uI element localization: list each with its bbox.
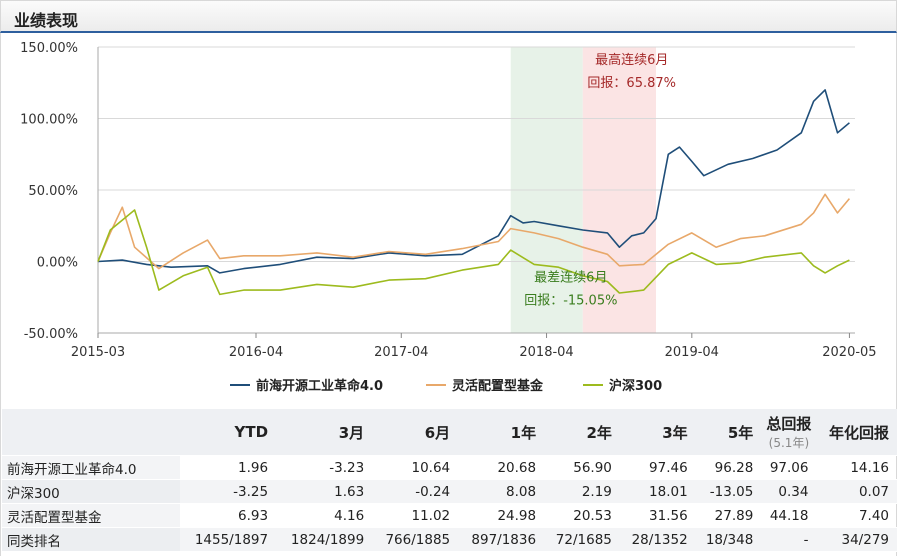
table-cell: 96.28 <box>695 455 762 480</box>
table-cell: 1455/1897 <box>180 527 277 552</box>
table-cell: 31.56 <box>619 503 696 528</box>
chart-legend: 前海开源工业革命4.0 灵活配置型基金 沪深300 <box>230 378 662 394</box>
x-axis-ticks: 2015-03 2016-04 2017-04 2018-04 2019-04 2020-… <box>71 333 877 360</box>
series-line <box>97 193 851 270</box>
y-tick-label: 150.00% <box>20 41 78 56</box>
table-row-name: 同类排名 <box>2 527 180 552</box>
series-line <box>97 209 850 296</box>
legend-label: 前海开源工业革命4.0 <box>256 378 383 394</box>
table-header-6m: 6月 <box>372 409 459 456</box>
table-header-1y: 1年 <box>458 409 545 456</box>
x-tick-label: 2015-03 <box>71 345 125 360</box>
y-tick-label: 0.00% <box>37 256 78 271</box>
table-cell: -3.25 <box>180 479 277 504</box>
x-tick-label: 2020-05 <box>822 345 876 360</box>
total-label: 总回报 <box>766 415 812 433</box>
y-axis-ticks: 150.00% 100.00% 50.00% 0.00% -50.00% <box>20 41 78 342</box>
table-cell: 20.68 <box>458 455 545 480</box>
table-cell: 1.63 <box>276 479 373 504</box>
table-cell: 20.53 <box>544 503 620 528</box>
x-tick-label: 2018-04 <box>519 345 573 360</box>
table-cell: 34/279 <box>816 527 897 552</box>
table-header-annualized: 年化回报 <box>816 409 897 456</box>
section-title: 业绩表现 <box>14 11 79 30</box>
table-row: 灵活配置型基金 6.93 4.16 11.02 24.98 20.53 31.56 27.89… <box>2 503 897 528</box>
table-cell: 897/1836 <box>458 527 545 552</box>
table-cell: 18.01 <box>619 479 696 504</box>
table-cell: 766/1885 <box>372 527 459 552</box>
y-tick-label: 100.00% <box>20 113 78 128</box>
legend-label: 沪深300 <box>609 378 662 394</box>
table-cell: 97.06 <box>761 455 817 480</box>
chart-frame <box>0 33 897 556</box>
table-header-row: YTD 3月 6月 1年 2年 3年 5年 总回报 (5.1年) 年化回报 <box>2 409 897 456</box>
table-row: 沪深300 -3.25 1.63 -0.24 8.08 2.19 18.01 -13.05 0.… <box>2 479 897 504</box>
table-cell: 18/348 <box>695 527 762 552</box>
x-tick-label: 2016-04 <box>229 345 283 360</box>
table-cell: 27.89 <box>695 503 762 528</box>
section-header: 业绩表现 <box>0 0 897 33</box>
table-row-name: 沪深300 <box>2 479 180 504</box>
table-header-2y: 2年 <box>544 409 620 456</box>
table-cell: 0.34 <box>761 479 817 504</box>
table-cell: 97.46 <box>619 455 696 480</box>
table-cell: 0.07 <box>816 479 897 504</box>
table-cell: - <box>761 527 817 552</box>
table-cell: 4.16 <box>276 503 373 528</box>
table-header-3m: 3月 <box>276 409 373 456</box>
series-line <box>97 89 850 274</box>
table-cell: 14.16 <box>816 455 897 480</box>
table-header-3y: 3年 <box>619 409 696 456</box>
table-header-ytd: YTD <box>180 409 277 456</box>
y-tick-label: 50.00% <box>28 184 78 199</box>
table-row: 同类排名 1455/1897 1824/1899 766/1885 897/1836 72… <box>2 527 897 552</box>
table-cell: 56.90 <box>544 455 620 480</box>
table-cell: 1824/1899 <box>276 527 373 552</box>
table-header-5y: 5年 <box>695 409 762 456</box>
annotation-label: 最高连续6月 <box>595 52 668 68</box>
annotation-label: 回报：-15.05% <box>524 293 617 308</box>
table-cell: 11.02 <box>372 503 459 528</box>
table-row-name: 灵活配置型基金 <box>2 503 180 528</box>
table-row-name: 前海开源工业革命4.0 <box>2 455 180 480</box>
table-header-total: 总回报 (5.1年) <box>761 409 817 456</box>
table-header-blank <box>2 409 180 456</box>
table-cell: -0.24 <box>372 479 459 504</box>
y-tick-label: -50.00% <box>24 327 78 342</box>
annotation-label: 回报：65.87% <box>587 76 676 91</box>
table-cell: 44.18 <box>761 503 817 528</box>
annotation-label: 最差连续6月 <box>534 270 607 286</box>
x-tick-label: 2017-04 <box>374 345 428 360</box>
table-cell: -13.05 <box>695 479 762 504</box>
legend-label: 灵活配置型基金 <box>452 378 544 394</box>
table-cell: 24.98 <box>458 503 545 528</box>
table-row: 前海开源工业革命4.0 1.96 -3.23 10.64 20.68 56.90 97.46… <box>2 455 897 480</box>
table-cell: -3.23 <box>276 455 373 480</box>
total-sub-label: (5.1年) <box>768 436 810 450</box>
performance-chart: 150.00% 100.00% 50.00% 0.00% -50.00% 2015-03… <box>20 41 877 394</box>
table-cell: 72/1685 <box>544 527 620 552</box>
performance-table: YTD 3月 6月 1年 2年 3年 5年 总回报 (5.1年) 年化回报 前海… <box>2 409 897 552</box>
x-tick-label: 2019-04 <box>665 345 719 360</box>
table-cell: 10.64 <box>372 455 459 480</box>
series-lines <box>97 89 851 296</box>
table-cell: 8.08 <box>458 479 545 504</box>
gridlines <box>97 46 855 334</box>
table-cell: 7.40 <box>816 503 897 528</box>
table-cell: 1.96 <box>180 455 277 480</box>
table-cell: 6.93 <box>180 503 277 528</box>
table-cell: 2.19 <box>544 479 620 504</box>
table-cell: 28/1352 <box>619 527 696 552</box>
